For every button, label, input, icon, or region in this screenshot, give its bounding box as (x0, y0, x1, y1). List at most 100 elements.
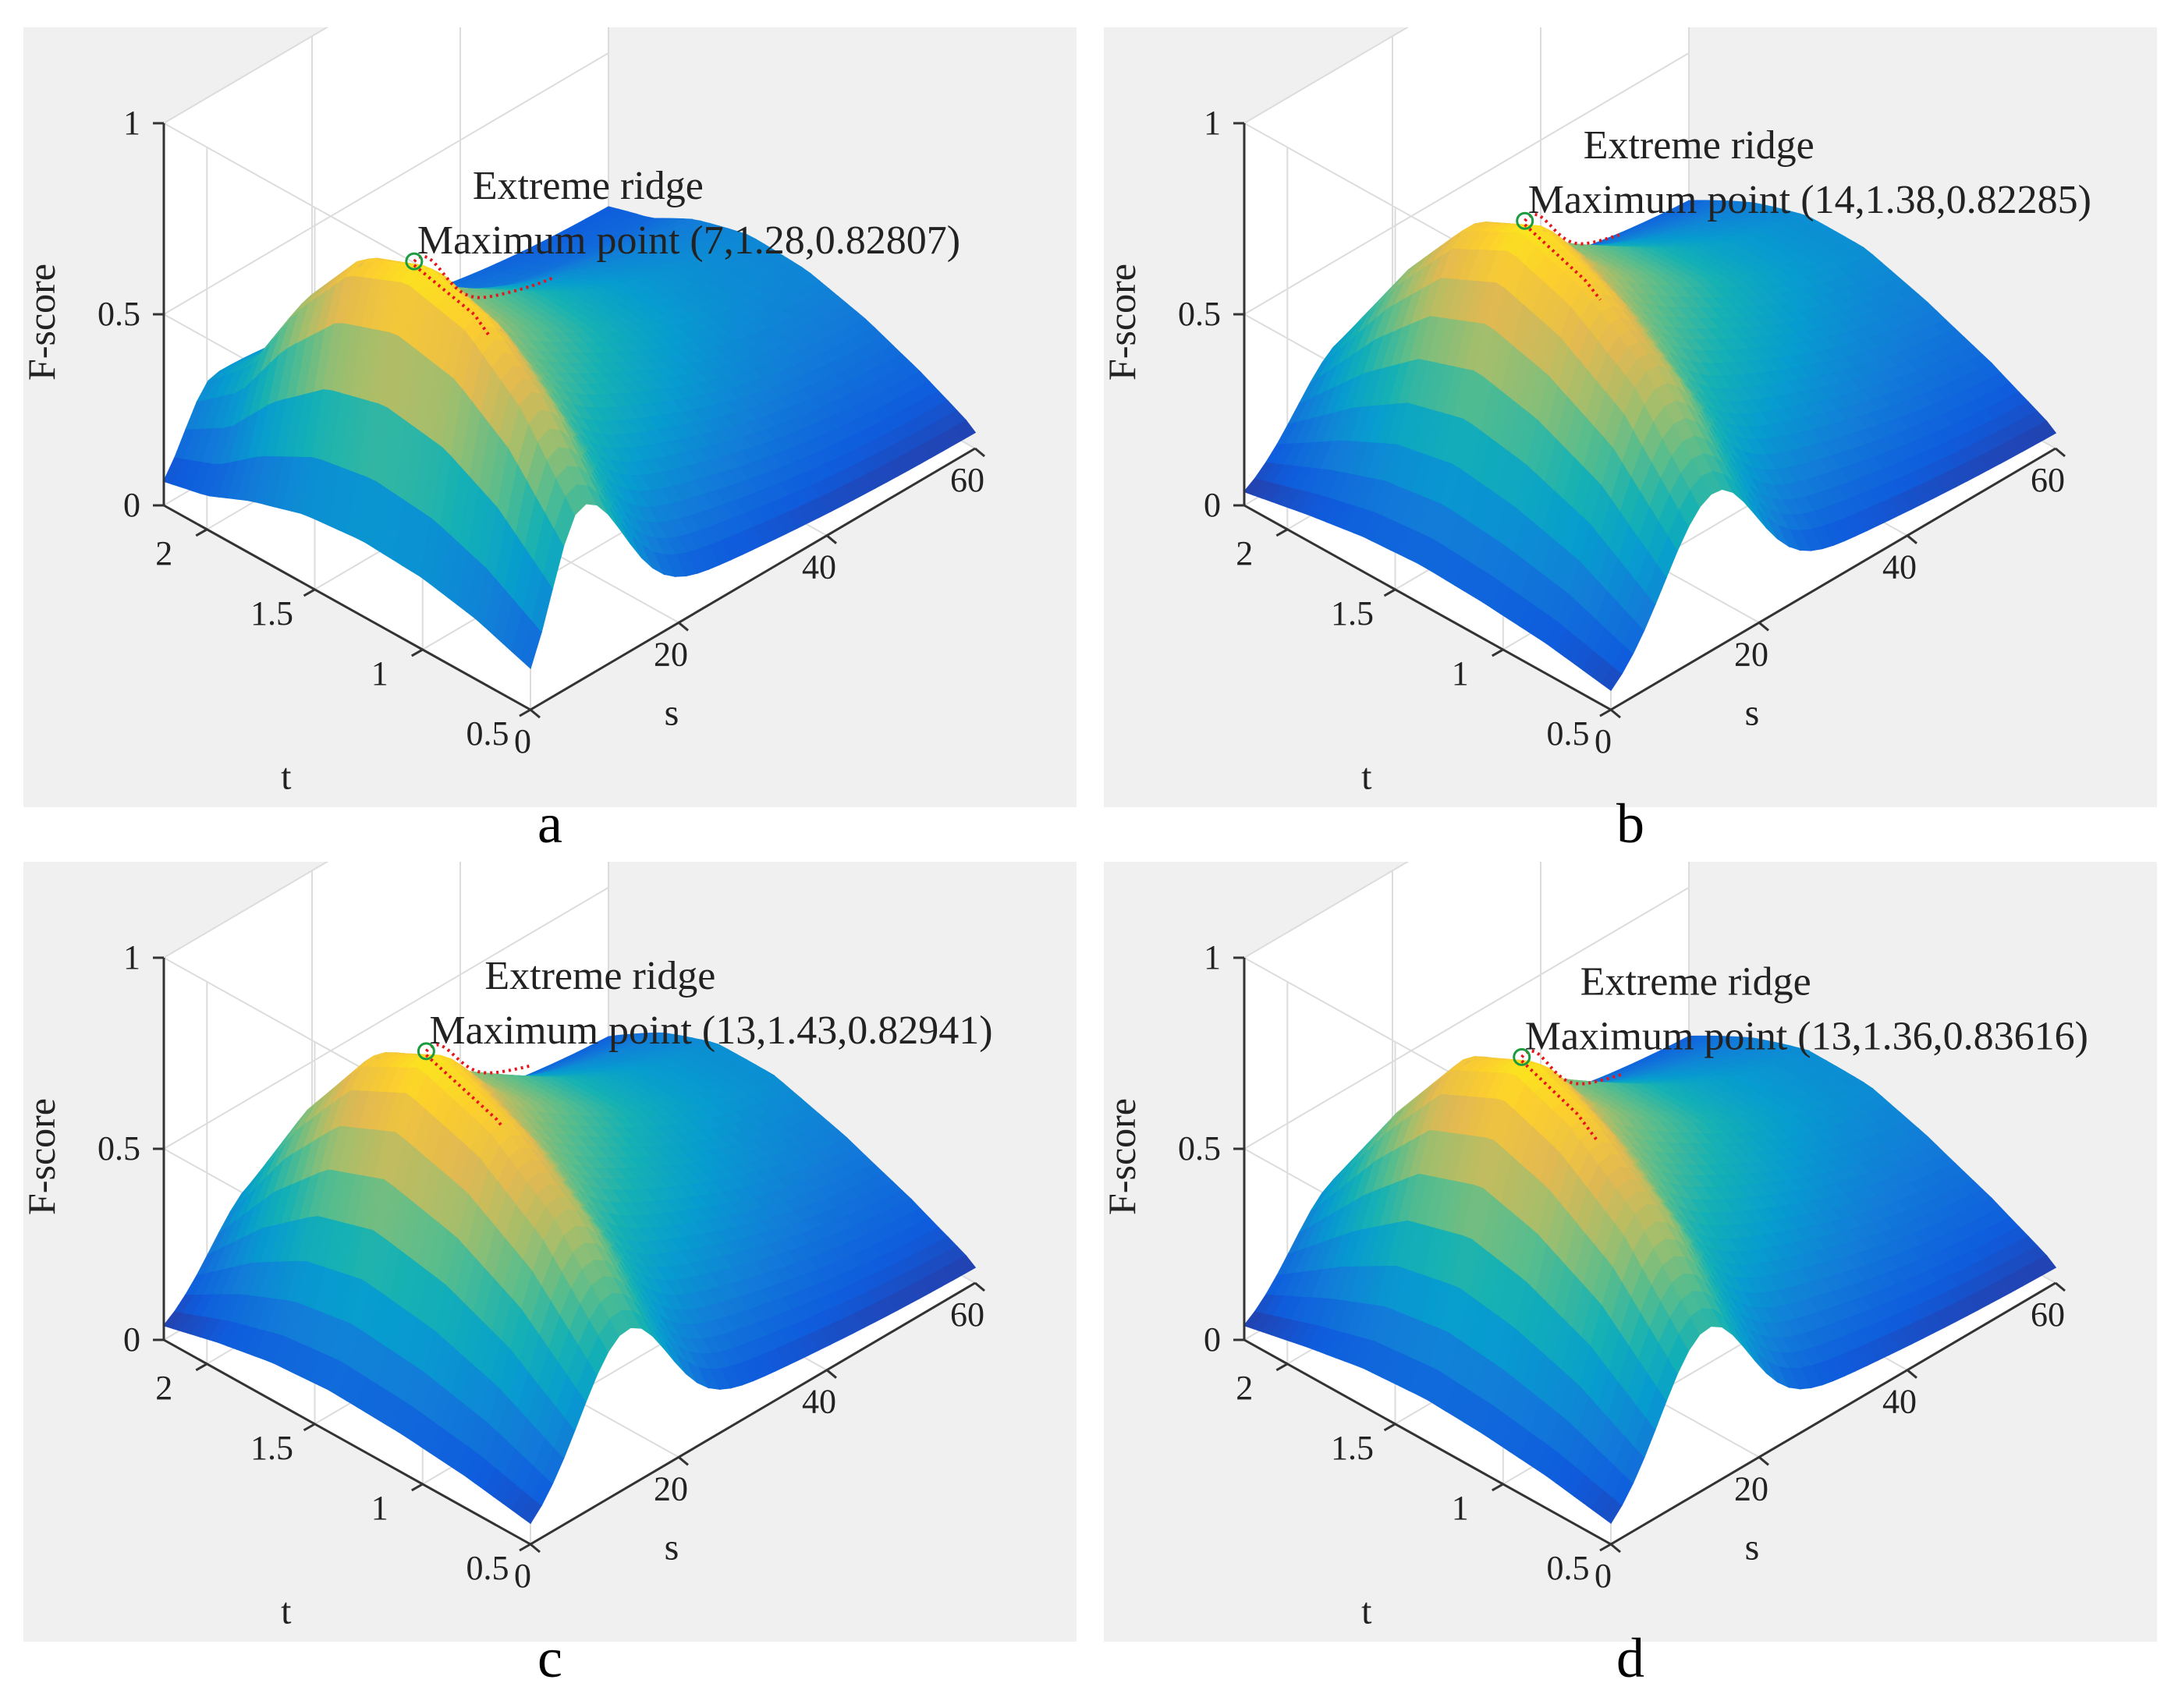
t-tick-label: 0.5 (466, 1549, 509, 1587)
t-tick-mark (303, 1423, 316, 1432)
maximum-point-marker (417, 1042, 435, 1061)
z-tick-label: 0.5 (98, 1129, 140, 1168)
panel-label-b: b (1616, 792, 1644, 855)
s-tick-label: 20 (654, 1469, 688, 1508)
s-tick-mark (2055, 447, 2066, 458)
chart-panel-d: Maximum point (13,1.36,0.83616) Extreme r… (1104, 862, 2157, 1708)
ridge-descent-line (413, 264, 491, 338)
surface-facet (953, 420, 977, 440)
s-tick-mark (1758, 622, 1769, 632)
panel-label-a: a (537, 792, 562, 855)
t-tick-mark (195, 528, 208, 537)
z-tick-label: 0 (1204, 486, 1221, 524)
s-axis-label: s (665, 693, 679, 734)
t-tick-label: 1.5 (250, 594, 293, 633)
extreme-ridge-label: Extreme ridge (1584, 123, 1814, 168)
ridge-descent-line (425, 1054, 503, 1127)
t-tick-mark (1383, 588, 1396, 597)
surface (162, 1032, 977, 1525)
t-tick-label: 2 (1236, 534, 1253, 572)
surface-plot-d: Maximum point (13,1.36,0.83616)Extreme r… (1104, 862, 2157, 1642)
surface-facet (2034, 420, 2057, 441)
s-tick-label: 20 (654, 635, 688, 673)
s-tick-label: 60 (950, 1295, 984, 1334)
z-axis-label: F-score (23, 1098, 63, 1215)
t-tick-label: 0.5 (466, 714, 509, 753)
t-axis-label: t (281, 1591, 292, 1632)
extreme-ridge-label: Extreme ridge (484, 954, 715, 998)
s-axis-label: s (665, 1527, 679, 1568)
s-axis-label: s (1745, 693, 1760, 734)
panel-label-c: c (537, 1627, 562, 1689)
s-axis-line (530, 1281, 976, 1546)
t-tick-mark (411, 1483, 424, 1492)
chart-panel-b: Maximum point (14,1.38,0.82285) Extreme r… (1104, 27, 2157, 873)
t-tick-label: 0.5 (1547, 714, 1590, 753)
s-tick-mark (1610, 708, 1621, 719)
surface (1243, 1035, 2057, 1524)
t-tick-mark (519, 708, 531, 718)
s-tick-mark (678, 622, 689, 632)
chart-panel-c: Maximum point (13,1.43,0.82941) Extreme r… (23, 862, 1077, 1708)
z-tick-label: 1 (123, 104, 140, 142)
z-tick-label: 0.5 (1178, 295, 1221, 333)
t-tick-mark (1599, 708, 1612, 718)
surface-plot-b: Maximum point (14,1.38,0.82285)Extreme r… (1104, 27, 2157, 807)
t-tick-label: 1 (371, 1489, 388, 1527)
s-tick-label: 60 (2031, 461, 2065, 499)
t-tick-label: 1.5 (1331, 594, 1374, 633)
s-tick-mark (530, 708, 541, 719)
s-tick-mark (1907, 534, 1917, 544)
z-tick-label: 1 (123, 938, 140, 976)
s-tick-label: 40 (802, 548, 836, 586)
t-tick-label: 1 (1452, 654, 1469, 693)
maximum-point-marker (1516, 211, 1534, 230)
s-tick-label: 0 (514, 1557, 531, 1595)
t-tick-mark (303, 588, 316, 597)
s-tick-label: 20 (1734, 635, 1768, 673)
s-axis-line (530, 447, 976, 711)
t-tick-mark (411, 648, 424, 657)
surface-facet (953, 1255, 977, 1275)
t-axis-label: t (281, 757, 292, 798)
t-tick-label: 1 (371, 654, 388, 693)
t-tick-label: 1.5 (250, 1429, 293, 1467)
z-tick-label: 0 (123, 486, 140, 524)
s-tick-mark (678, 1456, 689, 1466)
ridge-descent-line (1524, 223, 1602, 301)
t-tick-label: 2 (155, 1369, 172, 1407)
s-tick-label: 60 (950, 461, 984, 499)
surface-plot-a: Maximum point (7,1.28,0.82807) Extreme ri… (23, 27, 1077, 807)
maximum-point-label: Maximum point (7,1.28,0.82807) (417, 218, 960, 263)
t-axis-line (163, 504, 531, 711)
s-tick-mark (974, 1281, 985, 1292)
extreme-ridge-line (424, 1043, 533, 1075)
z-tick-label: 0 (123, 1320, 140, 1359)
t-axis-label: t (1361, 757, 1372, 798)
t-tick-mark (195, 1363, 208, 1372)
t-axis-line (163, 1338, 531, 1546)
t-tick-mark (519, 1543, 531, 1552)
s-tick-label: 40 (802, 1383, 836, 1421)
z-tick-label: 0.5 (98, 295, 140, 333)
maximum-point-label: Maximum point (13,1.43,0.82941) (429, 1008, 992, 1053)
s-tick-label: 0 (514, 722, 531, 760)
s-tick-mark (826, 534, 837, 544)
surface (162, 206, 977, 670)
s-axis-line (1610, 447, 2056, 711)
s-tick-label: 0 (1595, 722, 1612, 760)
s-tick-mark (974, 447, 985, 458)
surface (1243, 200, 2057, 691)
s-tick-label: 40 (1882, 548, 1917, 586)
s-tick-mark (826, 1369, 837, 1379)
t-axis-line (1243, 504, 1612, 711)
t-tick-label: 2 (155, 534, 172, 572)
t-tick-mark (1275, 528, 1289, 537)
t-tick-mark (1492, 648, 1504, 657)
z-axis-label: F-score (23, 264, 63, 381)
extreme-ridge-label: Extreme ridge (473, 164, 704, 208)
chart-panel-a: Maximum point (7,1.28,0.82807) Extreme ri… (23, 27, 1077, 873)
surface-plot-c: Maximum point (13,1.43,0.82941) Extreme r… (23, 862, 1077, 1642)
maximum-point-marker (405, 252, 424, 271)
z-axis-label: F-score (1104, 264, 1144, 381)
